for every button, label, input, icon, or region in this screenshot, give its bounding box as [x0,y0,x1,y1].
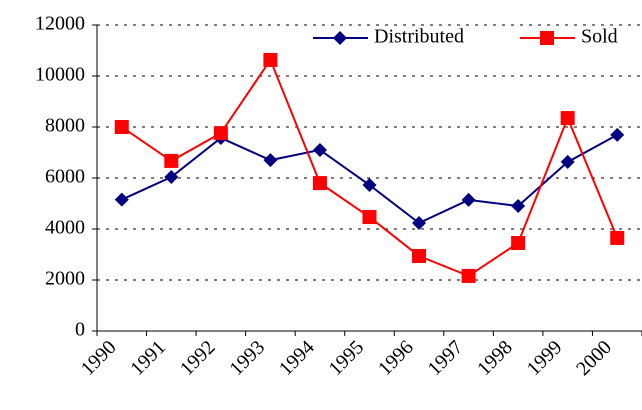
data-point [412,216,427,231]
data-point [412,249,427,264]
y-tick-label: 12000 [35,13,85,35]
data-point [114,120,129,134]
data-point [312,142,327,157]
x-tick-label: 1995 [324,336,368,380]
data-point [312,176,327,191]
data-point [461,192,476,207]
x-tick-label: 1999 [523,336,567,380]
data-point [263,153,278,168]
x-tick-label: 1991 [126,336,170,380]
y-tick-label: 2000 [45,268,85,290]
data-point [511,199,526,214]
data-point [362,178,377,193]
data-point [560,111,575,126]
legend-label: Sold [581,26,618,48]
legend-marker [333,31,347,45]
data-point [164,169,179,184]
y-tick-label: 4000 [45,217,85,239]
data-point [263,52,278,67]
x-tick-label: 2000 [572,336,616,380]
x-tick-label: 1994 [275,336,319,380]
x-tick-label: 1996 [374,336,418,380]
y-tick-label: 8000 [45,115,85,137]
data-point [114,192,129,207]
y-tick-label: 10000 [35,64,85,86]
x-tick-label: 1993 [225,336,269,380]
series-line [121,57,619,278]
data-point [560,154,575,169]
data-point [461,268,476,283]
data-point [610,230,625,245]
legend-label: Distributed [374,26,464,48]
data-point [610,127,625,142]
x-tick-label: 1990 [77,336,121,380]
data-point [164,153,179,168]
x-tick-label: 1997 [424,336,468,380]
data-point [511,236,526,251]
x-tick-label: 1992 [176,336,220,380]
y-tick-label: 6000 [45,166,85,188]
data-point [362,210,377,225]
legend-marker [540,31,554,45]
x-tick-label: 1998 [473,336,517,380]
data-point [213,126,228,141]
y-tick-label: 0 [75,319,85,341]
